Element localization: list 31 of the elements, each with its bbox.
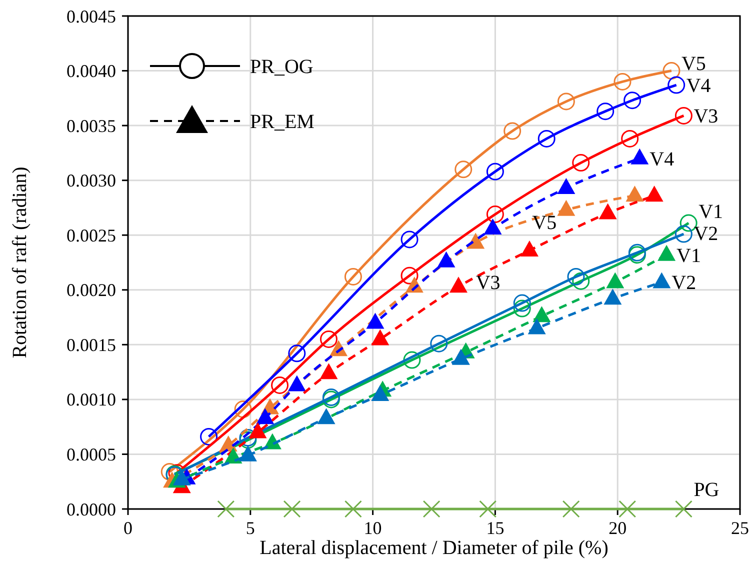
y-tick-label: 0.0010 — [66, 390, 116, 410]
annotation: PG — [694, 479, 720, 501]
x-tick-label: 25 — [731, 518, 749, 538]
x-tick-label: 10 — [364, 518, 382, 538]
y-tick-label: 0.0000 — [66, 499, 116, 520]
x-tick-label: 5 — [246, 518, 255, 538]
annotation: PR_EM — [250, 111, 315, 133]
y-axis-title: Rotation of raft (radian) — [9, 166, 31, 358]
annotation: V5 — [681, 53, 706, 76]
y-tick-label: 0.0005 — [66, 444, 116, 465]
x-tick-label: 0 — [124, 518, 132, 538]
annotation: PR_OG — [250, 56, 314, 78]
annotation: V3 — [476, 272, 500, 294]
annotation: V4 — [650, 148, 674, 170]
y-tick-label: 0.0025 — [66, 225, 116, 246]
x-axis-title: Lateral displacement / Diameter of pile (%) — [260, 537, 608, 559]
annotation: V1 — [676, 244, 702, 267]
annotation: V1 — [698, 200, 724, 223]
annotation: V4 — [686, 75, 711, 98]
y-tick-label: 0.0040 — [66, 61, 116, 82]
y-tick-label: 0.0035 — [66, 116, 116, 136]
x-tick-label: 15 — [486, 518, 504, 538]
annotation: V3 — [694, 106, 718, 128]
annotation: V5 — [532, 212, 557, 234]
y-tick-label: 0.0030 — [66, 170, 116, 191]
y-tick-label: 0.0015 — [66, 334, 116, 355]
y-tick-label: 0.0020 — [66, 280, 116, 300]
annotation: V2 — [694, 222, 718, 245]
x-tick-label: 20 — [608, 518, 627, 538]
y-tick-label: 0.0045 — [66, 6, 116, 26]
annotation: V2 — [672, 272, 696, 294]
